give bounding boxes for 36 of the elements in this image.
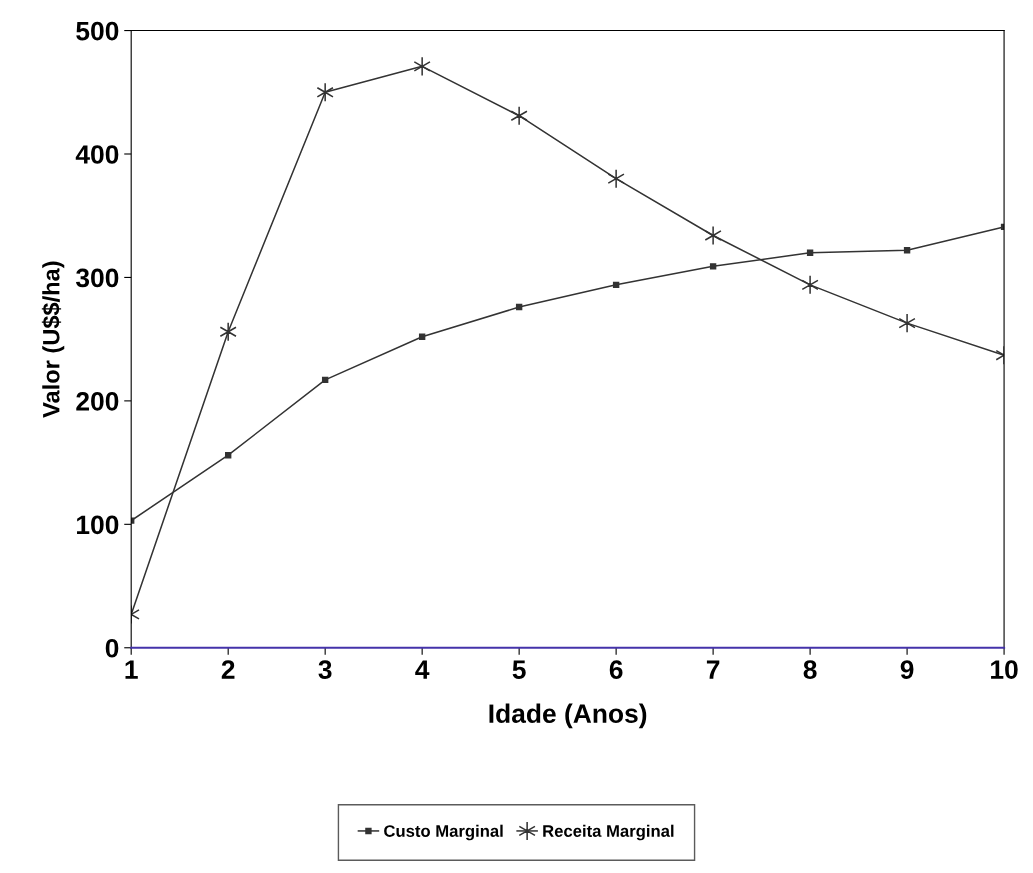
legend-label: Receita Marginal bbox=[543, 824, 674, 841]
y-tick-label: 200 bbox=[76, 392, 119, 411]
point bbox=[413, 56, 431, 77]
point bbox=[607, 168, 625, 189]
x-tick-label: 5 bbox=[512, 660, 526, 679]
point bbox=[903, 247, 911, 254]
legend-label: Custo Marginal bbox=[384, 824, 503, 841]
x-tick-label: 10 bbox=[991, 660, 1018, 679]
x-tick-label: 4 bbox=[415, 660, 430, 679]
y-tick-label: 100 bbox=[77, 515, 119, 535]
point bbox=[510, 105, 528, 126]
y-axis-title: Valor (U$$/ha) bbox=[41, 261, 65, 418]
point bbox=[321, 376, 329, 384]
point bbox=[418, 333, 426, 340]
x-axis-title: Idade (Anos) bbox=[489, 703, 647, 729]
point bbox=[898, 313, 916, 333]
point bbox=[801, 275, 819, 295]
x-tick-label: 6 bbox=[609, 660, 623, 679]
x-tick-label: 7 bbox=[706, 660, 720, 679]
y-tick-label: 500 bbox=[76, 21, 119, 41]
point bbox=[219, 321, 237, 342]
y-tick-label: 300 bbox=[75, 268, 119, 288]
x-tick-label: 1 bbox=[125, 660, 138, 679]
point bbox=[709, 263, 717, 270]
point bbox=[806, 249, 814, 256]
point bbox=[316, 82, 334, 103]
point bbox=[612, 281, 620, 289]
x-tick-label: 9 bbox=[900, 660, 914, 679]
point bbox=[224, 452, 232, 459]
x-tick-label: 8 bbox=[803, 660, 817, 679]
point bbox=[704, 225, 722, 246]
y-tick-label: 0 bbox=[105, 638, 119, 658]
x-tick-label: 3 bbox=[318, 660, 332, 679]
x-tick-label: 2 bbox=[221, 660, 235, 679]
y-tick-label: 400 bbox=[75, 145, 119, 164]
point bbox=[515, 303, 523, 311]
